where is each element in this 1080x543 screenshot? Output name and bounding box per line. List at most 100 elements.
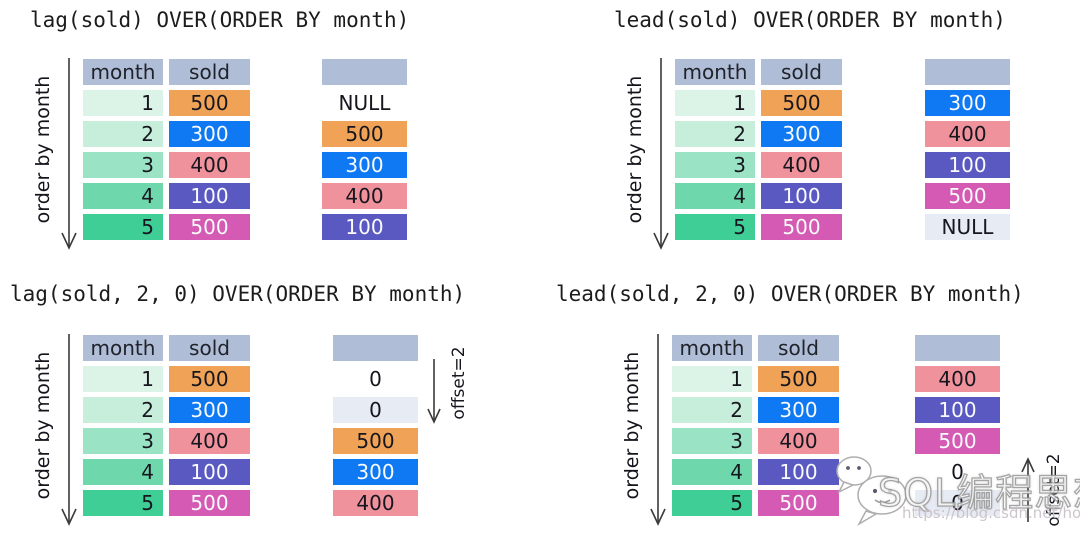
result-cell: 400 xyxy=(915,366,1000,392)
month-cell: 1 xyxy=(83,366,163,392)
offset-label: offset=2 xyxy=(449,346,469,420)
order-by-label: order by month xyxy=(32,75,54,224)
result-header xyxy=(915,335,1000,361)
sold-cell: 500 xyxy=(169,366,250,392)
result-cell: 0 xyxy=(951,460,964,484)
offset-up-arrow-icon xyxy=(1021,457,1035,522)
result-cell: 300 xyxy=(925,90,1010,116)
order-direction-arrow-icon xyxy=(61,58,77,250)
sold-cell: 500 xyxy=(761,214,842,240)
result-cell: 500 xyxy=(322,121,407,147)
result-header xyxy=(925,59,1010,85)
result-cell: 400 xyxy=(322,183,407,209)
month-cell: 1 xyxy=(675,90,755,116)
sold-cell: 300 xyxy=(169,121,250,147)
sold-cell: 300 xyxy=(761,121,842,147)
panel-lead-basic: lead(sold) OVER(ORDER BY month) order by… xyxy=(540,0,1080,272)
sold-cell: 400 xyxy=(758,428,839,454)
sold-cell: 400 xyxy=(761,152,842,178)
sold-cell: 300 xyxy=(169,397,250,423)
result-cell: 0 xyxy=(915,490,1000,516)
result-cell: 0 xyxy=(333,397,418,423)
result-cell: 500 xyxy=(925,183,1010,209)
column-header-month: month xyxy=(83,335,163,361)
month-cell: 4 xyxy=(83,459,163,485)
sold-cell: 500 xyxy=(169,214,250,240)
panel-title: lag(sold) OVER(ORDER BY month) xyxy=(30,8,410,32)
result-header xyxy=(322,59,407,85)
result-column: 300 400 100 500 NULL xyxy=(925,59,1010,240)
month-cell: 3 xyxy=(672,428,752,454)
result-cell: 100 xyxy=(322,214,407,240)
source-table: month sold 1 500 2 300 3 400 4 100 5 500 xyxy=(83,59,250,240)
panel-lead-offset: lead(sold, 2, 0) OVER(ORDER BY month) or… xyxy=(540,271,1080,543)
result-cell: 0 xyxy=(369,367,382,391)
month-cell: 2 xyxy=(672,397,752,423)
month-cell: 4 xyxy=(83,183,163,209)
month-cell: 5 xyxy=(675,214,755,240)
column-header-month: month xyxy=(675,59,755,85)
order-by-label: order by month xyxy=(624,75,646,224)
result-column: 400 100 500 0 0 xyxy=(915,335,1000,516)
month-cell: 3 xyxy=(83,428,163,454)
month-cell: 2 xyxy=(675,121,755,147)
result-cell: 500 xyxy=(333,428,418,454)
month-cell: 1 xyxy=(83,90,163,116)
month-cell: 5 xyxy=(83,490,163,516)
sold-cell: 500 xyxy=(169,490,250,516)
order-direction-arrow-icon xyxy=(650,334,666,526)
sold-cell: 500 xyxy=(758,490,839,516)
sold-cell: 500 xyxy=(758,366,839,392)
month-cell: 5 xyxy=(83,214,163,240)
month-cell: 1 xyxy=(672,366,752,392)
panel-title: lead(sold, 2, 0) OVER(ORDER BY month) xyxy=(556,282,1024,306)
result-cell: 300 xyxy=(333,459,418,485)
offset-label: offset=2 xyxy=(1044,453,1064,527)
order-direction-arrow-icon xyxy=(653,58,669,250)
column-header-month: month xyxy=(83,59,163,85)
sold-cell: 100 xyxy=(169,459,250,485)
result-cell: NULL xyxy=(925,214,1010,240)
source-table: month sold 1 500 2 300 3 400 4 100 5 500 xyxy=(672,335,839,516)
column-header-sold: sold xyxy=(169,59,250,85)
panel-title: lag(sold, 2, 0) OVER(ORDER BY month) xyxy=(10,282,466,306)
panel-lag-offset: lag(sold, 2, 0) OVER(ORDER BY month) ord… xyxy=(0,271,540,543)
result-column: NULL 500 300 400 100 xyxy=(322,59,407,240)
sold-cell: 400 xyxy=(169,428,250,454)
result-column: 0 0 500 300 400 xyxy=(333,335,418,516)
sold-cell: 400 xyxy=(169,152,250,178)
result-cell: 100 xyxy=(915,397,1000,423)
column-header-month: month xyxy=(672,335,752,361)
month-cell: 4 xyxy=(672,459,752,485)
sold-cell: 500 xyxy=(761,90,842,116)
panel-lag-basic: lag(sold) OVER(ORDER BY month) order by … xyxy=(0,0,540,272)
result-cell: 400 xyxy=(333,490,418,516)
month-cell: 5 xyxy=(672,490,752,516)
sold-cell: 100 xyxy=(761,183,842,209)
result-cell: 300 xyxy=(322,152,407,178)
month-cell: 4 xyxy=(675,183,755,209)
month-cell: 2 xyxy=(83,397,163,423)
sold-cell: 100 xyxy=(169,183,250,209)
column-header-sold: sold xyxy=(761,59,842,85)
result-cell: 500 xyxy=(915,428,1000,454)
result-header xyxy=(333,335,418,361)
order-by-label: order by month xyxy=(621,351,643,500)
month-cell: 2 xyxy=(83,121,163,147)
order-direction-arrow-icon xyxy=(61,334,77,526)
sold-cell: 100 xyxy=(758,459,839,485)
result-cell: NULL xyxy=(338,91,391,115)
source-table: month sold 1 500 2 300 3 400 4 100 5 500 xyxy=(675,59,842,240)
panel-title: lead(sold) OVER(ORDER BY month) xyxy=(614,8,1006,32)
result-cell: 400 xyxy=(925,121,1010,147)
sold-cell: 500 xyxy=(169,90,250,116)
column-header-sold: sold xyxy=(169,335,250,361)
result-cell: 100 xyxy=(925,152,1010,178)
column-header-sold: sold xyxy=(758,335,839,361)
order-by-label: order by month xyxy=(32,351,54,500)
month-cell: 3 xyxy=(83,152,163,178)
offset-down-arrow-icon xyxy=(427,359,441,424)
sold-cell: 300 xyxy=(758,397,839,423)
month-cell: 3 xyxy=(675,152,755,178)
source-table: month sold 1 500 2 300 3 400 4 100 5 500 xyxy=(83,335,250,516)
